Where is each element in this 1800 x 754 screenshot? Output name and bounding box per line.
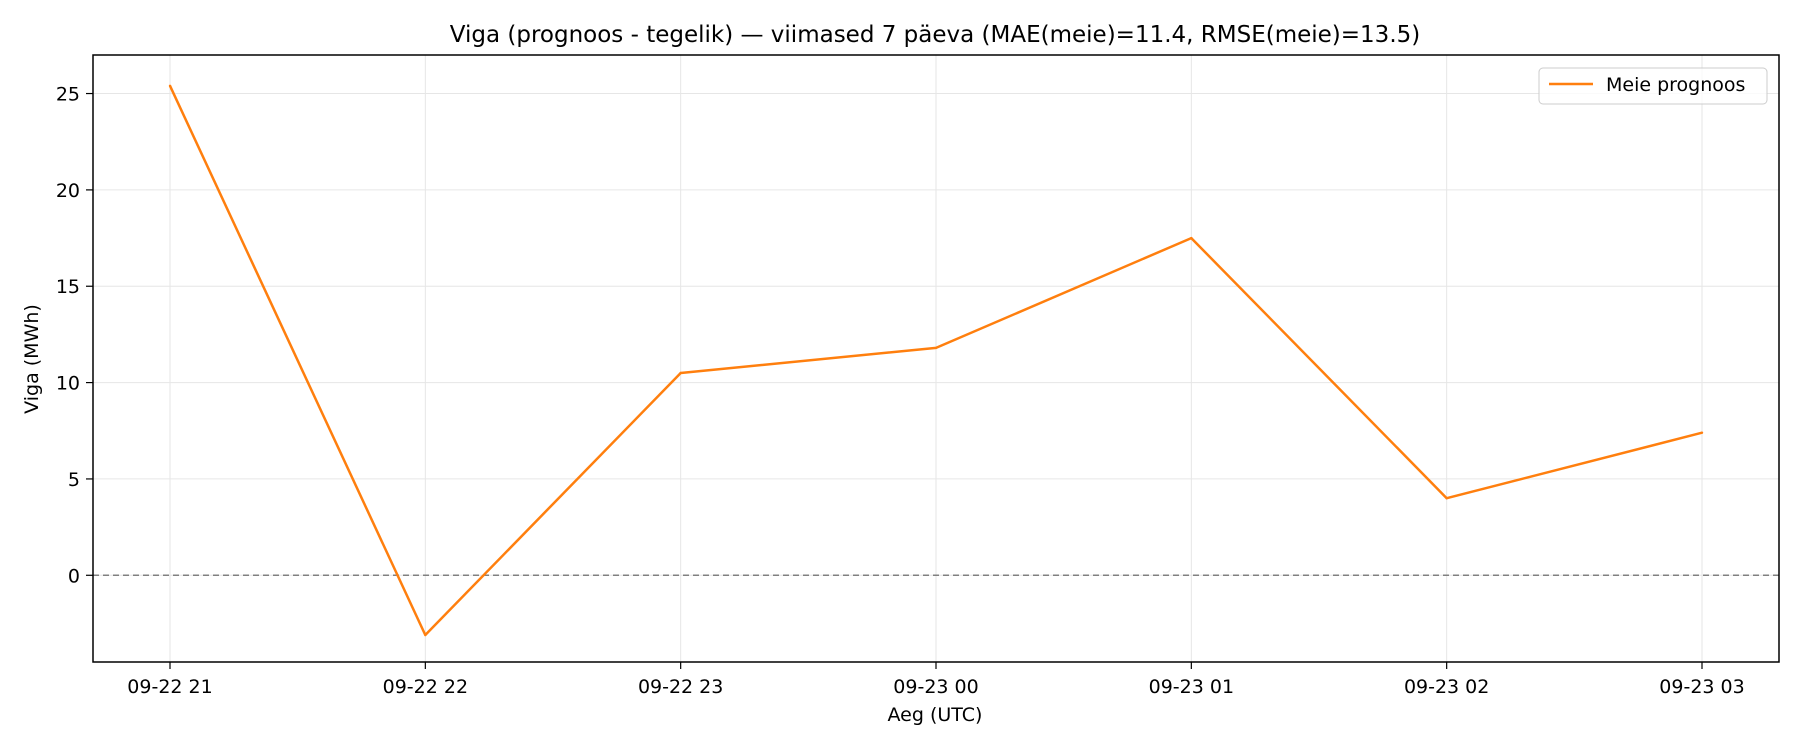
x-tick-label: 09-23 02: [1404, 676, 1489, 698]
y-tick-label: 5: [68, 469, 80, 491]
y-tick-label: 20: [56, 180, 80, 202]
data-point: [679, 371, 682, 375]
x-tick-label: 09-23 00: [893, 676, 978, 698]
data-point: [424, 633, 427, 637]
data-point: [934, 346, 938, 350]
x-tick-label: 09-22 23: [638, 676, 723, 698]
x-axis: 09-22 21 09-22 22 09-22 23 09-23 00 09-23 01…: [127, 662, 1745, 698]
data-point: [1700, 431, 1704, 434]
series-group: [168, 84, 1704, 637]
data-point: [1445, 497, 1448, 500]
legend: Meie prognoos: [1538, 67, 1768, 105]
x-tick-label: 09-23 01: [1149, 676, 1234, 698]
y-axis: 0 5 10 15 20 25: [56, 84, 93, 587]
y-axis-label: Viga (MWh): [21, 304, 43, 414]
y-tick-label: 25: [56, 84, 80, 106]
x-tick-label: 09-22 21: [127, 676, 212, 698]
y-tick-label: 15: [56, 276, 80, 298]
legend-box: [1538, 67, 1768, 105]
grid: [93, 55, 1779, 662]
data-point: [168, 84, 172, 88]
chart-title: Viga (prognoos - tegelik) — viimased 7 p…: [450, 22, 1420, 48]
y-tick-label: 10: [56, 373, 80, 395]
data-point: [1190, 236, 1193, 240]
y-tick-label: 0: [68, 565, 80, 587]
x-axis-label: Aeg (UTC): [888, 704, 983, 726]
x-tick-label: 09-22 22: [383, 676, 468, 698]
legend-label: Meie prognoos: [1606, 74, 1745, 96]
x-tick-label: 09-23 03: [1659, 676, 1744, 698]
